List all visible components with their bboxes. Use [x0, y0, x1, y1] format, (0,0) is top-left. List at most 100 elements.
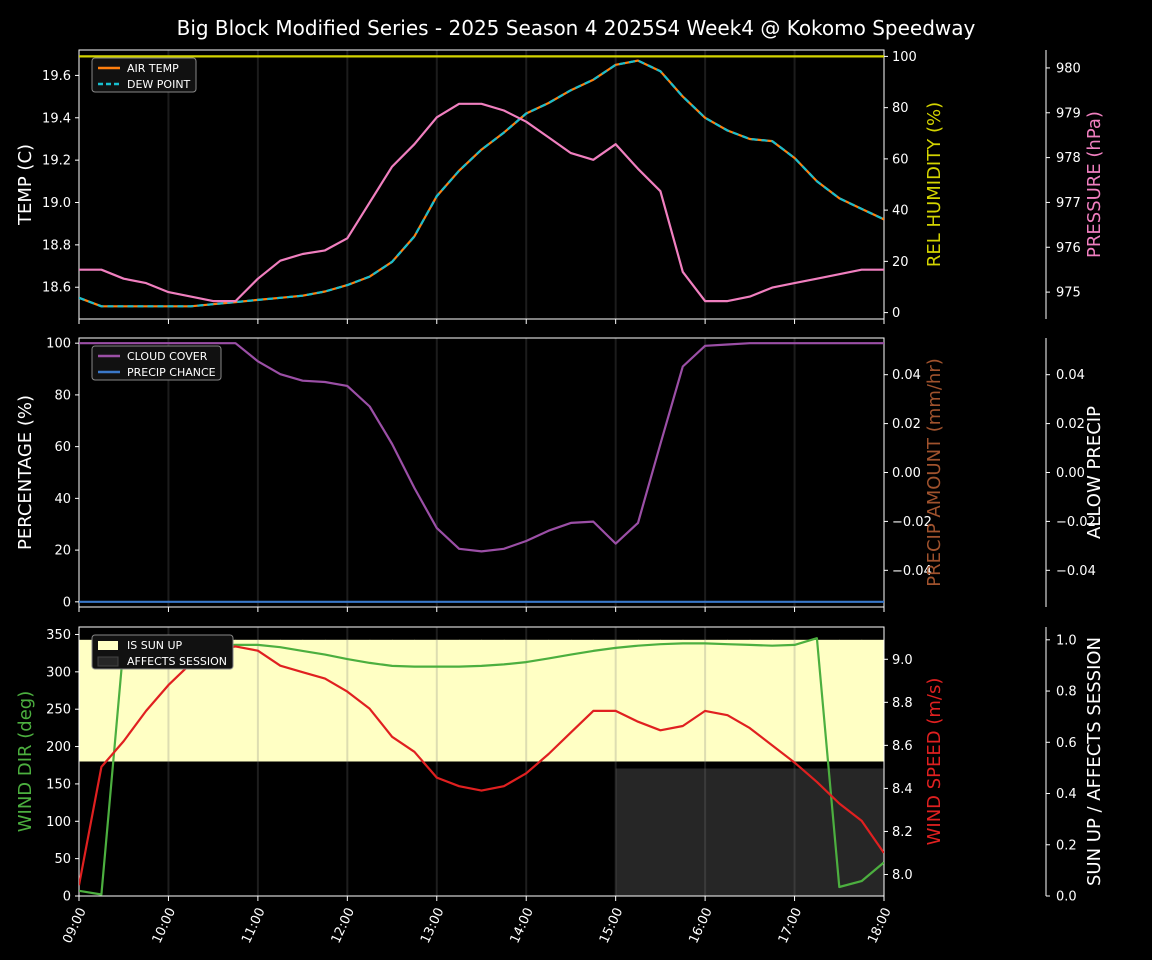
third-axis-tick-label: 0.6 — [1056, 736, 1077, 751]
affects-session-band — [749, 768, 773, 896]
sun-up-band — [302, 639, 326, 762]
third-axis-tick-label: 0.04 — [1056, 368, 1085, 383]
left-tick-label: 0 — [63, 890, 71, 905]
sun-up-band — [392, 639, 415, 762]
right-tick-label: 20 — [892, 255, 909, 270]
legend-swatch — [98, 641, 118, 650]
right-tick-label: 8.4 — [892, 782, 913, 797]
affects-session-band — [794, 768, 818, 896]
sun-up-band — [794, 639, 818, 762]
series-pressure — [79, 102, 884, 303]
sun-up-band — [548, 639, 572, 762]
right-axis-label: WIND SPEED (m/s) — [924, 678, 945, 846]
right-tick-label: 8.6 — [892, 739, 913, 754]
panel-weather: 18.6 18.8 19.0 19.2 19.4 19.6 0 20 40 60 80 100 975 9… — [15, 49, 1105, 324]
affects-session-band — [660, 768, 684, 896]
left-axis-label: WIND DIR (deg) — [15, 691, 36, 833]
series-cloud-cover — [79, 342, 884, 553]
affects-session-band — [839, 768, 863, 896]
legend-box — [91, 634, 234, 670]
third-axis-label: ALLOW PRECIP — [1084, 406, 1105, 539]
sun-up-band — [570, 639, 594, 762]
sun-up-band — [213, 639, 237, 762]
affects-session-band — [772, 768, 796, 896]
sun-up-band — [79, 639, 102, 762]
right-tick-label: 40 — [892, 204, 909, 219]
third-axis-tick-label: 979 — [1056, 106, 1081, 121]
left-tick-label: 19.4 — [42, 111, 71, 126]
legend: CLOUD COVER PRECIP CHANCE — [91, 345, 222, 381]
series-dew-point — [79, 59, 884, 308]
left-axis-label: PERCENTAGE (%) — [15, 395, 36, 550]
plot-frame — [78, 626, 885, 897]
third-axis-tick-label: 0.0 — [1056, 890, 1077, 905]
left-tick-label: 50 — [54, 852, 71, 867]
sun-up-band — [816, 639, 840, 762]
sun-up-band — [861, 639, 885, 762]
legend: AIR TEMP DEW POINT — [91, 57, 197, 93]
third-axis-tick-label: 977 — [1056, 196, 1081, 211]
left-tick-label: 200 — [46, 740, 71, 755]
right-tick-label: −0.04 — [892, 564, 932, 579]
sun-up-band — [101, 639, 125, 762]
sun-up-band — [682, 639, 706, 762]
sun-up-band — [123, 639, 147, 762]
sun-up-band — [459, 639, 482, 762]
right-axis-label: REL HUMIDITY (%) — [924, 102, 945, 267]
third-axis-label: SUN UP / AFFECTS SESSION — [1084, 637, 1105, 886]
left-tick-label: 100 — [46, 815, 71, 830]
sun-up-band — [593, 639, 617, 762]
left-tick-label: 250 — [46, 703, 71, 718]
legend-swatch — [97, 656, 119, 667]
affects-session-band — [638, 768, 661, 896]
sun-up-band — [481, 639, 505, 762]
third-axis-tick-label: 0.02 — [1056, 417, 1085, 432]
sun-up-band — [414, 639, 438, 762]
legend: IS SUN UP AFFECTS SESSION — [91, 634, 234, 670]
third-axis-tick-label: 978 — [1056, 151, 1081, 166]
sun-up-band — [235, 639, 259, 762]
plot-area — [79, 338, 884, 607]
third-axis-tick-label: 975 — [1056, 286, 1081, 301]
sun-up-band — [749, 639, 773, 762]
panel-wind: 0 50 100 150 200 250 300 350 8.0 8.2 8.4 8.6 8.8 9.0 0… — [15, 626, 1105, 905]
right-tick-label: 8.0 — [892, 868, 913, 883]
left-tick-label: 19.6 — [42, 69, 71, 84]
left-tick-label: 40 — [54, 492, 71, 507]
left-axis-label: TEMP (C) — [15, 144, 36, 226]
right-tick-label: 0.02 — [892, 417, 921, 432]
affects-session-band — [682, 768, 706, 896]
right-tick-label: 8.2 — [892, 825, 913, 840]
legend-label: IS SUN UP — [127, 639, 183, 652]
sun-up-band — [526, 639, 550, 762]
legend-label: AIR TEMP — [127, 62, 179, 75]
left-tick-label: 19.0 — [42, 196, 71, 211]
sun-up-band — [257, 639, 281, 762]
left-tick-label: 20 — [54, 544, 71, 559]
sun-up-band — [772, 639, 796, 762]
right-axis-label: PRECIP AMOUNT (mm/hr) — [924, 358, 945, 587]
legend-label: CLOUD COVER — [127, 350, 208, 363]
sun-up-band — [190, 639, 214, 762]
right-tick-label: 0.04 — [892, 368, 921, 383]
right-tick-label: 9.0 — [892, 653, 913, 668]
third-axis-tick-label: 0.4 — [1056, 787, 1077, 802]
affects-session-band — [615, 768, 639, 896]
plot-frame — [78, 49, 885, 320]
third-axis-tick-label: 0.8 — [1056, 685, 1077, 700]
left-tick-label: 350 — [46, 628, 71, 643]
third-axis-tick-label: −0.04 — [1056, 564, 1096, 579]
plot-area — [79, 50, 884, 319]
third-axis-tick-label: 1.0 — [1056, 633, 1077, 648]
right-tick-label: 0 — [892, 306, 900, 321]
sun-up-band — [369, 639, 393, 762]
left-tick-label: 18.6 — [42, 281, 71, 296]
left-tick-label: 0 — [63, 595, 71, 610]
legend-box — [91, 345, 222, 381]
sun-up-band — [727, 639, 751, 762]
right-tick-label: 100 — [892, 50, 917, 65]
sun-up-band — [280, 639, 304, 762]
legend-label: DEW POINT — [127, 78, 191, 91]
third-axis-tick-label: 0.2 — [1056, 838, 1077, 853]
